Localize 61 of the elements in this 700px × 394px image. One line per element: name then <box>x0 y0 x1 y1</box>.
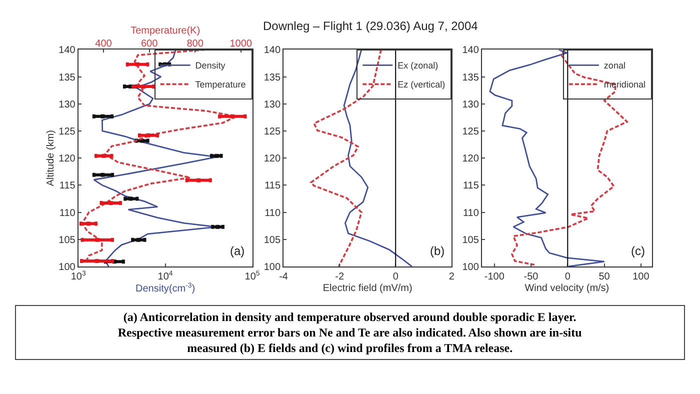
text: (a) Anticorrelation in density and temperature observed around double sporadic E layer. Respective measurement error bars on Ne and Te are also indicated. Also shown are in-situ measured (b) E fields and (c) wind profiles from a TMA release. <box>118 310 582 356</box>
y-tick-label: 135 <box>264 72 281 84</box>
y-tick-label: 125 <box>58 126 76 138</box>
annotation: (b) <box>430 244 445 258</box>
x2-tick-label: 400 <box>95 38 112 50</box>
y-tick-label: 105 <box>264 234 281 246</box>
x-tick-label: 0 <box>564 271 571 282</box>
y-tick-label: 140 <box>462 45 480 56</box>
chart-title: Downleg – Flight 1 (29.036) Aug 7, 2004 <box>263 19 478 33</box>
y-tick-label: 135 <box>58 72 76 84</box>
x-tick-label: 50 <box>598 271 610 282</box>
line-series <box>343 50 413 266</box>
legend-label: zonal <box>604 60 626 71</box>
y-tick-label: 125 <box>462 126 480 138</box>
y-tick-label: 130 <box>264 99 281 110</box>
x2-tick-label: 800 <box>186 38 204 50</box>
y-tick-label: 100 <box>58 262 76 273</box>
y-tick-label: 140 <box>264 45 281 56</box>
x2-tick-label: 600 <box>140 38 158 50</box>
legend-label: Ez (vertical) <box>398 80 446 90</box>
y-tick-label: 125 <box>264 126 281 138</box>
legend-label: Density <box>195 60 226 71</box>
legend-label: meridional <box>604 80 646 90</box>
x-tick-label: -4 <box>279 271 288 282</box>
y-tick-label: 110 <box>462 208 480 219</box>
x-tick-label: -100 <box>484 271 505 282</box>
x-axis-title: Density(cm$^{-3}$) <box>136 282 196 295</box>
y-tick-label: 100 <box>462 262 480 273</box>
y-tick-label: 120 <box>264 154 281 165</box>
y-tick-label: 105 <box>462 234 480 246</box>
x-tick-label: 0 <box>392 271 399 282</box>
line-series <box>489 50 606 266</box>
x-axis-title: Electric field (mV/m) <box>322 282 412 294</box>
y-tick-label: 130 <box>462 99 480 110</box>
x-tick-label: 10$^{4}$ <box>158 270 173 282</box>
legend-label: Temperature <box>195 80 246 90</box>
x-tick-label: -2 <box>335 271 344 282</box>
x2-tick-label: 1000 <box>230 38 252 50</box>
y-tick-label: 110 <box>264 208 281 219</box>
y-tick-label: 130 <box>58 99 76 110</box>
y-tick-label: 135 <box>462 72 480 84</box>
x-tick-label: 100 <box>632 271 650 282</box>
x-tick-label: 10$^{5}$ <box>244 270 260 282</box>
y-tick-label: 120 <box>462 154 480 165</box>
y-tick-label: 110 <box>59 208 76 219</box>
y-tick-label: 140 <box>58 45 76 56</box>
y-tick-label: 115 <box>59 180 76 192</box>
y-tick-label: 115 <box>462 180 480 192</box>
x-axis-title: Wind velocity (m/s) <box>524 282 610 294</box>
y-tick-label: 100 <box>264 262 281 273</box>
x-tick-label: -50 <box>524 271 539 282</box>
legend-label: Ex (zonal) <box>398 60 438 71</box>
y-tick-label: 120 <box>58 154 76 165</box>
annotation: (c) <box>631 244 645 258</box>
y-axis-title: Altitude (km) <box>46 130 57 186</box>
x2-axis-title: Temperature(K) <box>130 26 200 37</box>
x-tick-label: 2 <box>448 271 455 282</box>
y-tick-label: 105 <box>58 234 76 246</box>
x-tick-label: 10$^{3}$ <box>70 270 86 282</box>
y-tick-label: 115 <box>264 180 281 192</box>
annotation: (a) <box>230 244 245 258</box>
